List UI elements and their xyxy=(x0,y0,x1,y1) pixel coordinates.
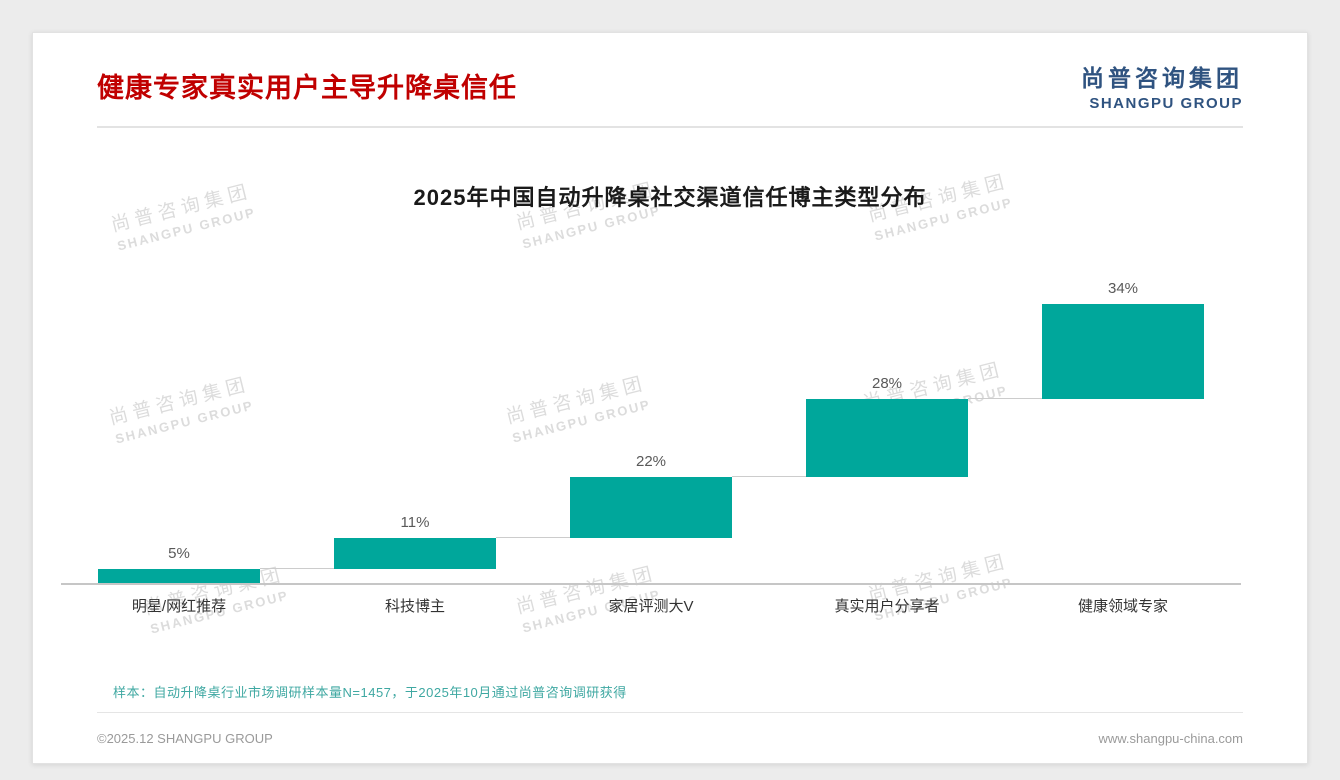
waterfall-bar xyxy=(570,477,732,539)
bar-value-label: 22% xyxy=(635,452,667,470)
connector-line xyxy=(731,475,807,477)
category-label: 家居评测大V xyxy=(608,598,694,615)
plot-area: 5% 明星/网红推荐 11% 科技博主 22% 家居评测大V 28% 真实用户分享者 34% 健康… xyxy=(61,280,1241,615)
connector-line xyxy=(259,568,335,570)
category-label: 真实用户分享者 xyxy=(834,598,940,615)
logo-cn: 尚普咨询集团 xyxy=(1081,65,1243,91)
category-label: 健康领域专家 xyxy=(1077,598,1168,615)
footer-copyright: ©2025.12 SHANGPU GROUP xyxy=(97,730,273,746)
category-label: 明星/网红推荐 xyxy=(131,598,227,615)
category-label: 科技博主 xyxy=(384,598,445,615)
chart-title: 2025年中国自动升降桌社交渠道信任博主类型分布 xyxy=(413,185,927,210)
waterfall-bar xyxy=(1042,304,1204,399)
connector-line xyxy=(495,537,571,539)
slide-card: 尚普咨询集团 SHANGPU GROUP 尚普咨询集团 SHANGPU GROU… xyxy=(32,32,1308,764)
header: 健康专家真实用户主导升降桌信任 尚普咨询集团 SHANGPU GROUP xyxy=(33,33,1307,126)
bar-value-label: 34% xyxy=(1107,280,1139,297)
bar-value-label: 11% xyxy=(400,514,430,532)
logo-en: SHANGPU GROUP xyxy=(1089,95,1243,112)
waterfall-bar xyxy=(98,569,260,583)
footer-website: www.shangpu-china.com xyxy=(1098,730,1243,746)
sample-note: 样本：自动升降桌行业市场调研样本量N=1457，于2025年10月通过尚普咨询调… xyxy=(113,685,627,700)
chart: 2025年中国自动升降桌社交渠道信任博主类型分布 5% 明星/网红推荐 11% 科技博… xyxy=(33,180,1307,615)
company-logo: 尚普咨询集团 SHANGPU GROUP xyxy=(1081,59,1243,112)
waterfall-bar xyxy=(806,398,968,477)
waterfall-bar xyxy=(334,538,496,570)
connector-line xyxy=(967,397,1043,399)
bar-value-label: 5% xyxy=(168,545,190,563)
bar-value-label: 28% xyxy=(871,374,903,392)
header-divider xyxy=(97,126,1243,128)
footer: ©2025.12 SHANGPU GROUP www.shangpu-china… xyxy=(97,712,1243,763)
page-title: 健康专家真实用户主导升降桌信任 xyxy=(97,73,517,103)
